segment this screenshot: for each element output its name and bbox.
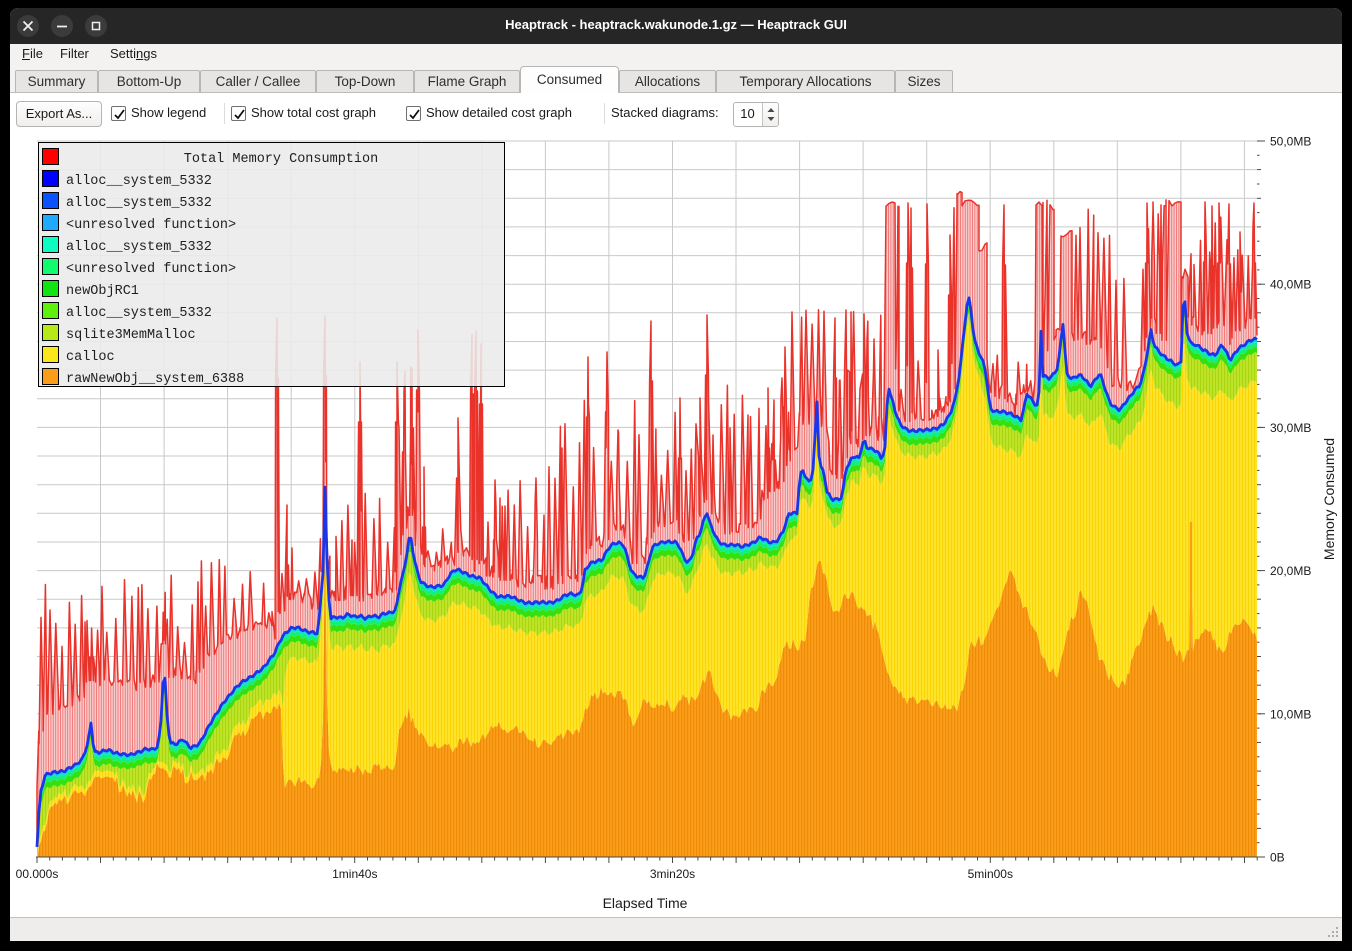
svg-text:30,0MB: 30,0MB — [1270, 421, 1311, 435]
svg-text:50,0MB: 50,0MB — [1270, 135, 1311, 149]
svg-text:Total Memory Consumption: Total Memory Consumption — [184, 152, 378, 167]
svg-text:calloc: calloc — [66, 350, 115, 365]
svg-text:<unresolved function>: <unresolved function> — [66, 218, 236, 233]
svg-text:newObjRC1: newObjRC1 — [66, 284, 139, 299]
svg-text:0B: 0B — [1270, 851, 1285, 865]
svg-text:rawNewObj__system_6388: rawNewObj__system_6388 — [66, 372, 244, 387]
svg-text:sqlite3MemMalloc: sqlite3MemMalloc — [66, 328, 196, 343]
svg-text:Memory Consumed: Memory Consumed — [1321, 438, 1337, 560]
svg-text:alloc__system_5332: alloc__system_5332 — [66, 174, 212, 189]
svg-text:alloc__system_5332: alloc__system_5332 — [66, 240, 212, 255]
svg-text:40,0MB: 40,0MB — [1270, 278, 1311, 292]
svg-text:alloc__system_5332: alloc__system_5332 — [66, 196, 212, 211]
svg-text:alloc__system_5332: alloc__system_5332 — [66, 306, 212, 321]
svg-text:00.000s: 00.000s — [16, 867, 59, 881]
svg-text:3min20s: 3min20s — [650, 867, 695, 881]
svg-text:10,0MB: 10,0MB — [1270, 707, 1311, 721]
svg-text:1min40s: 1min40s — [332, 867, 377, 881]
svg-text:5min00s: 5min00s — [968, 867, 1013, 881]
svg-text:<unresolved function>: <unresolved function> — [66, 262, 236, 277]
svg-text:Elapsed Time: Elapsed Time — [603, 895, 688, 911]
svg-text:20,0MB: 20,0MB — [1270, 564, 1311, 578]
